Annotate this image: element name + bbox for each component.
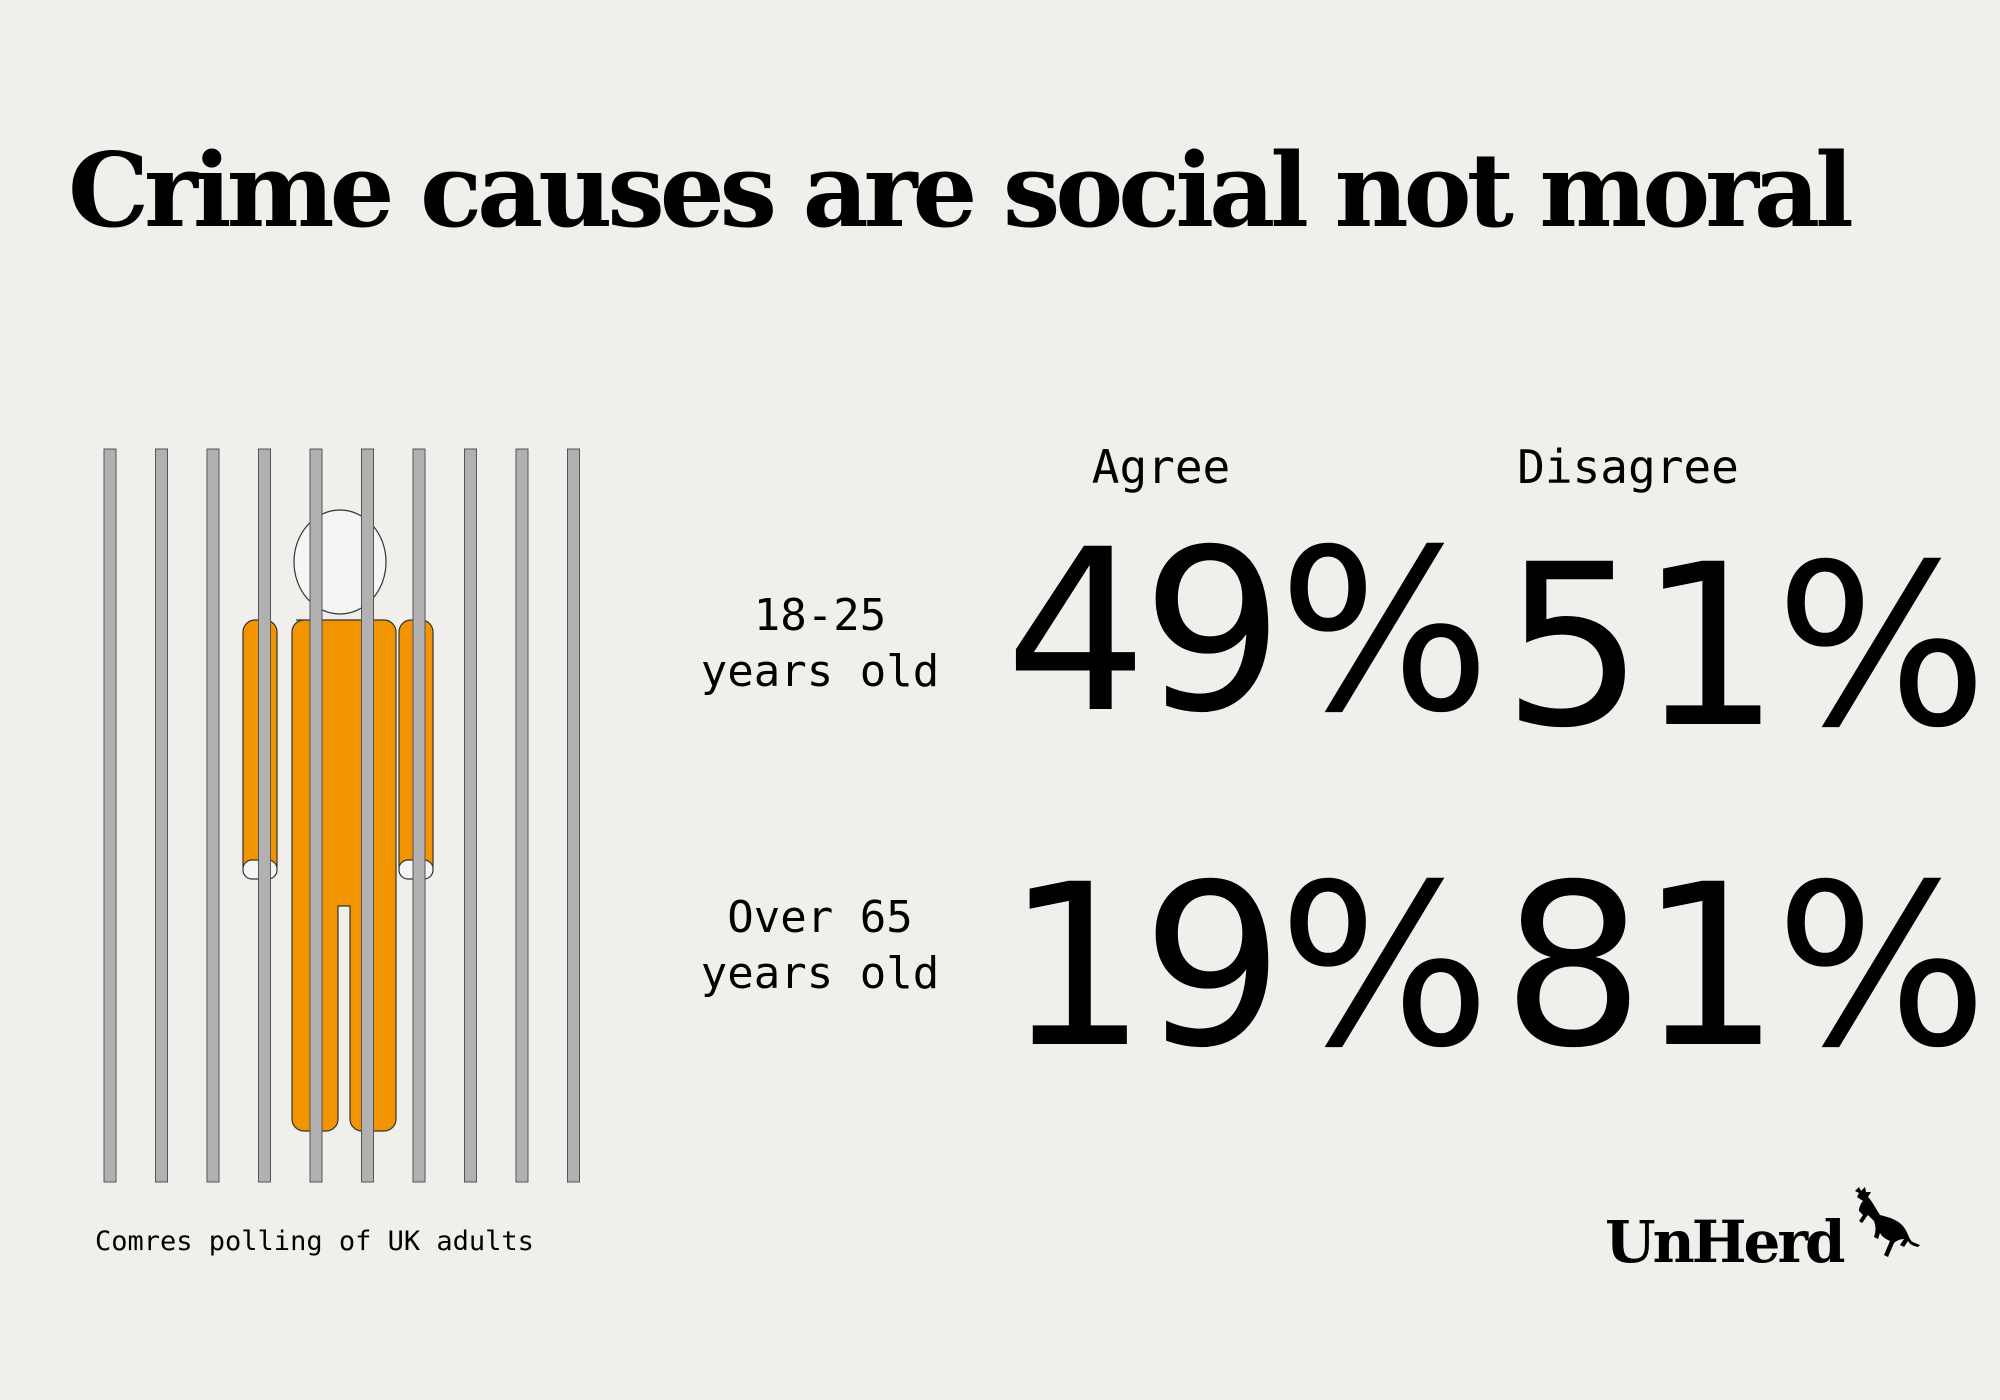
brand-logo: UnHerd <box>1605 1185 1935 1271</box>
source-note: Comres polling of UK adults <box>95 1226 534 1257</box>
prison-bar <box>464 448 477 1183</box>
prison-bar <box>155 448 168 1183</box>
row-label-line2: years old <box>700 646 940 697</box>
prison-bar <box>103 448 117 1183</box>
column-header-agree: Agree <box>1091 440 1231 494</box>
row-label-line1: 18-25 <box>753 590 887 641</box>
leaping-cow-icon <box>1854 1187 1920 1257</box>
prison-bar <box>206 448 220 1183</box>
row-label-over-65: Over 65 years old <box>680 890 960 1002</box>
row-label-line2: years old <box>700 948 940 999</box>
prisoner-body <box>291 619 397 1132</box>
prison-bar <box>258 448 271 1183</box>
row-label-line1: Over 65 <box>727 892 913 943</box>
prison-bar <box>309 448 323 1183</box>
prisoner-figure <box>242 509 434 1132</box>
prison-bar <box>361 448 374 1183</box>
page-title: Crime causes are social not moral <box>68 131 1854 251</box>
prison-bar <box>515 448 529 1183</box>
value-over-65-disagree: 81% <box>1502 836 1988 1097</box>
prisoner-behind-bars-icon <box>103 448 580 1183</box>
prison-bar <box>567 448 580 1183</box>
row-label-18-25: 18-25 years old <box>680 588 960 700</box>
column-header-disagree: Disagree <box>1517 440 1739 494</box>
brand-wordmark: UnHerd <box>1605 1208 1846 1276</box>
value-over-65-agree: 19% <box>1005 836 1491 1097</box>
value-18-25-disagree: 51% <box>1502 516 1988 777</box>
prison-bar <box>412 448 426 1183</box>
prison-bars <box>103 448 580 1183</box>
value-18-25-agree: 49% <box>1005 501 1491 762</box>
